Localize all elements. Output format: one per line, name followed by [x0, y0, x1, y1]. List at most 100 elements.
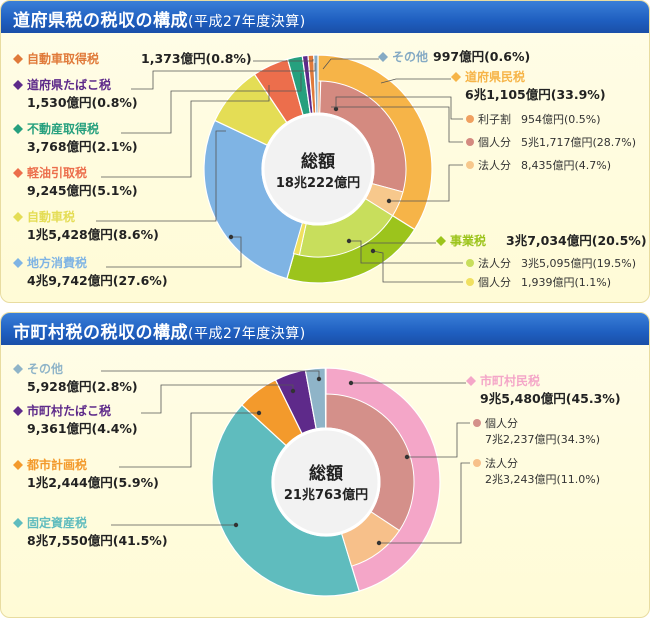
pref-leader-4 [96, 130, 226, 222]
pref-value-9: 954億円(0.5%) [521, 113, 601, 126]
pref-name-12: 法人分 [478, 256, 511, 270]
muni-marker-0 [13, 364, 23, 374]
pref-leader-9 [335, 96, 463, 120]
muni-name-5: 個人分 [485, 417, 518, 430]
pref-value-2: 3,768億円(2.1%) [27, 139, 138, 154]
pref-value-0: 1,373億円(0.8%) [141, 51, 252, 66]
pref-leader-7 [380, 78, 451, 84]
muni-marker-3 [13, 518, 23, 528]
pref-value-6: 997億円(0.6%) [433, 49, 530, 64]
muni-value-5: 7兆2,237億円(34.3%) [485, 433, 600, 446]
muni-leader-dot-3 [233, 522, 239, 528]
muni-leader-5 [407, 422, 470, 458]
muni-marker-5 [473, 419, 481, 427]
pref-marker-13 [466, 278, 474, 286]
muni-leader-dot-4 [348, 380, 354, 386]
prefectural-donut-chart: 総額 18兆222億円 自動車取得税 1,373億円(0.8%) 道府県たばこ税 1,53… [13, 49, 647, 289]
municipal-subtitle: (平成27年度決算) [188, 326, 306, 342]
pref-leader-dot-9 [333, 106, 339, 112]
muni-value-0: 5,928億円(2.8%) [27, 379, 138, 394]
center-disc [271, 427, 381, 537]
pref-marker-7 [451, 72, 461, 82]
municipal-header: 市町村税の税収の構成(平成27年度決算) [1, 313, 649, 345]
pref-leader-12 [349, 240, 463, 264]
muni-leader-0 [101, 370, 320, 379]
prefectural-subtitle: (平成27年度決算) [188, 14, 306, 30]
pref-center-value: 18兆222億円 [276, 175, 360, 191]
pref-value-7: 6兆1,105億円(33.9%) [465, 87, 606, 102]
pref-name-10: 個人分 [478, 136, 511, 149]
pref-leader-8 [360, 242, 436, 248]
muni-center-value: 21兆763億円 [284, 487, 368, 503]
muni-value-1: 9,361億円(4.4%) [27, 421, 138, 436]
pref-name-3: 軽油引取税 [27, 165, 87, 180]
pref-marker-5 [13, 258, 23, 268]
muni-marker-6 [473, 459, 481, 467]
pref-marker-8 [436, 236, 446, 246]
pref-value-5: 4兆9,742億円(27.6%) [27, 273, 168, 288]
pref-marker-10 [466, 138, 474, 146]
pref-marker-2 [13, 124, 23, 134]
center-disc [261, 112, 375, 226]
muni-leader-dot-5 [404, 454, 410, 460]
prefectural-header: 道府県税の税収の構成(平成27年度決算) [1, 1, 649, 33]
muni-name-6: 法人分 [485, 456, 518, 470]
muni-marker-1 [13, 406, 23, 416]
pref-name-11: 法人分 [478, 158, 511, 172]
pref-value-1: 1,530億円(0.8%) [27, 95, 138, 110]
municipal-tax-panel: 市町村税の税収の構成(平成27年度決算) 総額 21兆763億円 その他 5,928億… [0, 312, 650, 618]
pref-leader-13 [372, 250, 463, 283]
pref-value-8: 3兆7,034億円(20.5%) [506, 233, 647, 248]
pref-marker-1 [13, 80, 23, 90]
muni-name-1: 市町村たばこ税 [27, 403, 111, 418]
pref-leader-3 [101, 85, 270, 178]
muni-leader-dot-0 [316, 376, 322, 382]
muni-value-4: 9兆5,480億円(45.3%) [480, 391, 621, 406]
muni-center-label: 総額 [309, 463, 343, 484]
pref-marker-3 [13, 168, 23, 178]
muni-leader-dot-1 [290, 388, 296, 394]
municipal-donut-chart: 総額 21兆763億円 その他 5,928億円(2.8%) 市町村たばこ税 9,361億円… [13, 361, 621, 597]
pref-leader-dot-13 [370, 248, 376, 254]
pref-leader-0 [253, 59, 314, 62]
pref-value-12: 3兆5,095億円(19.5%) [521, 257, 636, 270]
pref-leader-dot-11 [386, 198, 392, 204]
pref-value-4: 1兆5,428億円(8.6%) [27, 227, 159, 242]
pref-name-9: 利子割 [478, 112, 511, 126]
muni-value-3: 8兆7,550億円(41.5%) [27, 533, 168, 548]
pref-marker-6 [378, 52, 388, 62]
muni-leader-6 [379, 462, 470, 544]
pref-leader-2 [121, 73, 302, 134]
muni-name-0: その他 [27, 361, 63, 376]
muni-leader-dot-2 [256, 410, 262, 416]
pref-value-10: 5兆1,717億円(28.7%) [521, 136, 636, 149]
pref-name-8: 事業税 [450, 233, 486, 248]
muni-name-4: 市町村民税 [480, 373, 540, 388]
pref-name-6: その他 [392, 49, 428, 64]
pref-leader-1 [131, 63, 316, 90]
pref-center-label: 総額 [301, 151, 335, 172]
pref-value-11: 8,435億円(4.7%) [521, 159, 611, 172]
muni-value-6: 2兆3,243億円(11.0%) [485, 473, 600, 486]
pref-leader-5 [106, 236, 242, 268]
muni-marker-4 [466, 376, 476, 386]
pref-marker-4 [13, 212, 23, 222]
pref-name-1: 道府県たばこ税 [27, 77, 111, 92]
muni-leader-1 [141, 384, 294, 414]
muni-name-3: 固定資産税 [27, 515, 87, 530]
muni-leader-dot-6 [376, 540, 382, 546]
pref-name-5: 地方消費税 [27, 255, 87, 270]
pref-value-13: 1,939億円(1.1%) [521, 276, 611, 289]
pref-name-4: 自動車税 [27, 209, 75, 224]
pref-marker-0 [13, 54, 23, 64]
prefectural-tax-panel: 道府県税の税収の構成(平成27年度決算) 総額 18兆222億円 自動車取得税 1,3… [0, 0, 650, 303]
pref-name-13: 個人分 [478, 276, 511, 289]
pref-marker-12 [466, 259, 474, 267]
pref-name-7: 道府県民税 [465, 69, 525, 84]
muni-value-2: 1兆2,444億円(5.9%) [27, 475, 159, 490]
muni-name-2: 都市計画税 [26, 457, 87, 472]
muni-leader-2 [119, 412, 259, 468]
pref-leader-dot-5 [228, 234, 234, 240]
pref-name-0: 自動車取得税 [27, 51, 99, 66]
pref-leader-11 [389, 164, 463, 202]
